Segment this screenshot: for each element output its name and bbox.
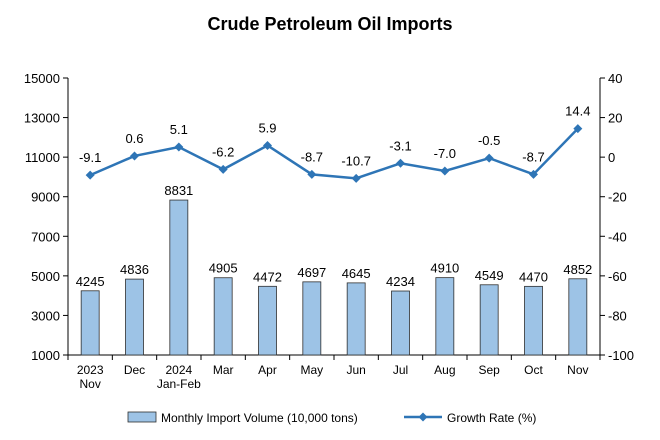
bar — [568, 278, 588, 356]
x-tick-label: Jun — [346, 363, 365, 377]
right-tick-label: -80 — [608, 308, 627, 323]
chart-title: Crude Petroleum Oil Imports — [207, 14, 453, 34]
left-tick-label: 13000 — [24, 111, 60, 126]
bar-value-label: 8831 — [164, 183, 193, 198]
right-tick-label: -100 — [608, 348, 634, 363]
bar-value-label: 4905 — [209, 261, 238, 276]
bar — [169, 199, 189, 356]
bar — [479, 284, 499, 356]
legend: Monthly Import Volume (10,000 tons) Growt… — [127, 411, 536, 425]
right-tick-label: 0 — [608, 150, 615, 165]
growth-rate-point — [351, 173, 361, 183]
bar-value-label: 4549 — [475, 268, 504, 283]
left-tick-label: 7000 — [31, 229, 60, 244]
left-tick-label: 1000 — [31, 348, 60, 363]
bar — [435, 277, 455, 356]
x-tick-label: Dec — [124, 363, 145, 377]
bar-value-label: 4470 — [519, 269, 548, 284]
bar — [125, 278, 144, 356]
bar — [391, 290, 410, 356]
bar — [346, 282, 366, 356]
bar — [524, 285, 543, 356]
x-tick-label: Jan-Feb — [157, 377, 201, 391]
growth-rate-point — [573, 124, 583, 134]
growth-rate-point — [529, 169, 538, 179]
growth-rate-point — [440, 166, 450, 176]
x-tick-label: Sep — [478, 363, 500, 377]
growth-rate-point — [307, 169, 317, 179]
right-tick-label: -40 — [608, 229, 627, 244]
growth-rate-label: 5.9 — [258, 120, 276, 135]
x-tick-label: 2023 — [77, 363, 104, 377]
right-tick-label: 40 — [608, 71, 622, 86]
growth-rate-label: -6.2 — [212, 144, 234, 159]
growth-rate-label: -9.1 — [79, 150, 101, 165]
bar-value-label: 4697 — [297, 265, 326, 280]
growth-rate-label: -3.1 — [389, 138, 411, 153]
left-tick-label: 9000 — [31, 190, 60, 205]
legend-bar-label: Monthly Import Volume (10,000 tons) — [161, 411, 358, 425]
bar — [258, 285, 277, 356]
growth-rate-point — [85, 170, 95, 180]
legend-bar-swatch — [127, 411, 157, 423]
bar-value-label: 4472 — [253, 269, 282, 284]
left-tick-label: 5000 — [31, 269, 60, 284]
growth-rate-label: -7.0 — [434, 146, 456, 161]
left-tick-label: 15000 — [24, 71, 60, 86]
growth-rate-label: -8.7 — [522, 149, 544, 164]
growth-rate-point — [130, 151, 139, 161]
x-tick-label: May — [300, 363, 323, 377]
growth-rate-point — [218, 164, 228, 174]
bar-value-label: 4234 — [386, 274, 415, 289]
bar-series — [80, 199, 588, 356]
legend-line-marker — [418, 412, 428, 422]
bar — [213, 277, 233, 356]
x-tick-label: Nov — [567, 363, 588, 377]
left-tick-label: 3000 — [31, 308, 60, 323]
bar-value-label: 4645 — [342, 266, 371, 281]
growth-rate-label: 0.6 — [125, 131, 143, 146]
right-tick-label: -20 — [608, 190, 627, 205]
x-tick-label: Nov — [79, 377, 100, 391]
bar — [302, 281, 322, 356]
x-tick-label: Oct — [524, 363, 543, 377]
growth-rate-point — [396, 158, 405, 168]
growth-rate-label: 14.4 — [565, 104, 590, 119]
bar-value-label: 4852 — [563, 262, 592, 277]
growth-rate-point — [484, 153, 494, 163]
growth-rate-label: -0.5 — [478, 133, 500, 148]
right-tick-label: 20 — [608, 111, 622, 126]
line-series — [85, 124, 583, 183]
left-tick-label: 11000 — [25, 150, 60, 165]
growth-rate-point — [263, 140, 272, 150]
legend-line-label: Growth Rate (%) — [447, 411, 536, 425]
data-labels: 4245 4836 8831 4905 4472 4697 4645 4234 4910 4549… — [76, 104, 593, 289]
x-tick-label: Jul — [393, 363, 408, 377]
x-tick-label: 2024 — [165, 363, 192, 377]
bar-value-label: 4910 — [430, 261, 459, 276]
axes: 1000 3000 5000 7000 9000 11000 13000 15000 -100 -… — [24, 71, 634, 391]
x-tick-label: Aug — [434, 363, 455, 377]
bar-value-label: 4836 — [120, 262, 149, 277]
right-tick-label: -60 — [608, 269, 627, 284]
growth-rate-label: 5.1 — [170, 122, 188, 137]
growth-rate-point — [174, 142, 184, 152]
x-tick-label: Mar — [213, 363, 234, 377]
growth-rate-label: -10.7 — [341, 153, 371, 168]
growth-rate-label: -8.7 — [301, 149, 323, 164]
bar-value-label: 4245 — [76, 274, 105, 289]
x-tick-label: Apr — [258, 363, 277, 377]
bar — [80, 290, 100, 356]
growth-rate-line — [89, 127, 579, 180]
